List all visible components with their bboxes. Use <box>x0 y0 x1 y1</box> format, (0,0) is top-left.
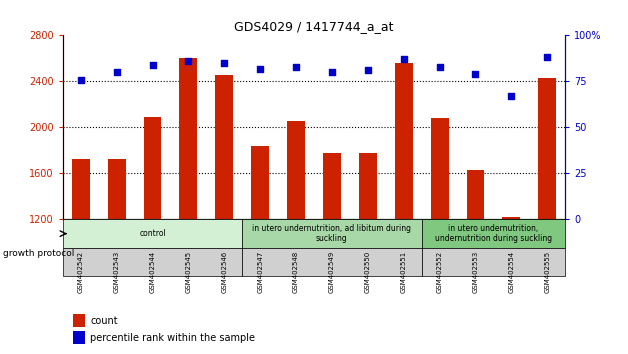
Text: GSM402542: GSM402542 <box>78 251 84 293</box>
Bar <box>63 219 242 248</box>
Point <box>506 93 516 99</box>
Text: control: control <box>139 229 166 238</box>
Point <box>399 57 409 62</box>
Bar <box>242 248 421 276</box>
Bar <box>73 314 85 327</box>
Text: GSM402547: GSM402547 <box>257 251 263 293</box>
Text: GSM402552: GSM402552 <box>436 251 443 293</box>
Bar <box>215 74 233 219</box>
Point <box>327 69 337 75</box>
Bar <box>251 146 269 219</box>
Bar <box>359 153 377 219</box>
Point <box>542 55 552 60</box>
Text: GSM402555: GSM402555 <box>544 251 550 293</box>
Point <box>363 68 373 73</box>
Point <box>255 66 265 72</box>
Point <box>470 71 480 77</box>
Text: GSM402546: GSM402546 <box>221 251 227 293</box>
Text: in utero undernutrition,
undernutrition during suckling: in utero undernutrition, undernutrition … <box>435 224 552 243</box>
Bar <box>323 153 341 219</box>
Text: growth protocol: growth protocol <box>3 249 75 258</box>
Bar <box>421 248 565 276</box>
Text: GSM402554: GSM402554 <box>509 251 514 293</box>
Bar <box>73 331 85 344</box>
Text: GSM402550: GSM402550 <box>365 251 371 293</box>
Bar <box>180 58 197 219</box>
Bar <box>242 219 421 248</box>
Bar <box>72 159 90 219</box>
Bar <box>467 170 484 219</box>
Text: GSM402551: GSM402551 <box>401 251 407 293</box>
Bar <box>395 63 413 219</box>
Point <box>183 58 193 64</box>
Text: percentile rank within the sample: percentile rank within the sample <box>90 333 256 343</box>
Text: count: count <box>90 316 118 326</box>
Text: GSM402543: GSM402543 <box>114 251 119 293</box>
Text: GSM402548: GSM402548 <box>293 251 299 293</box>
Text: GSM402545: GSM402545 <box>185 251 192 293</box>
Bar <box>431 118 448 219</box>
Title: GDS4029 / 1417744_a_at: GDS4029 / 1417744_a_at <box>234 20 394 33</box>
Point <box>148 62 158 68</box>
Text: in utero undernutrition, ad libitum during
suckling: in utero undernutrition, ad libitum duri… <box>252 224 411 243</box>
Bar <box>421 219 565 248</box>
Bar <box>287 120 305 219</box>
Bar <box>538 78 556 219</box>
Bar <box>502 217 521 219</box>
Text: GSM402553: GSM402553 <box>472 251 479 293</box>
Point <box>76 77 86 82</box>
Point <box>219 60 229 66</box>
Text: GSM402544: GSM402544 <box>149 251 156 293</box>
Text: GSM402549: GSM402549 <box>329 251 335 293</box>
Bar <box>144 117 161 219</box>
Point <box>291 64 301 69</box>
Point <box>435 64 445 69</box>
Point <box>112 69 122 75</box>
Bar <box>107 159 126 219</box>
Bar <box>63 248 242 276</box>
